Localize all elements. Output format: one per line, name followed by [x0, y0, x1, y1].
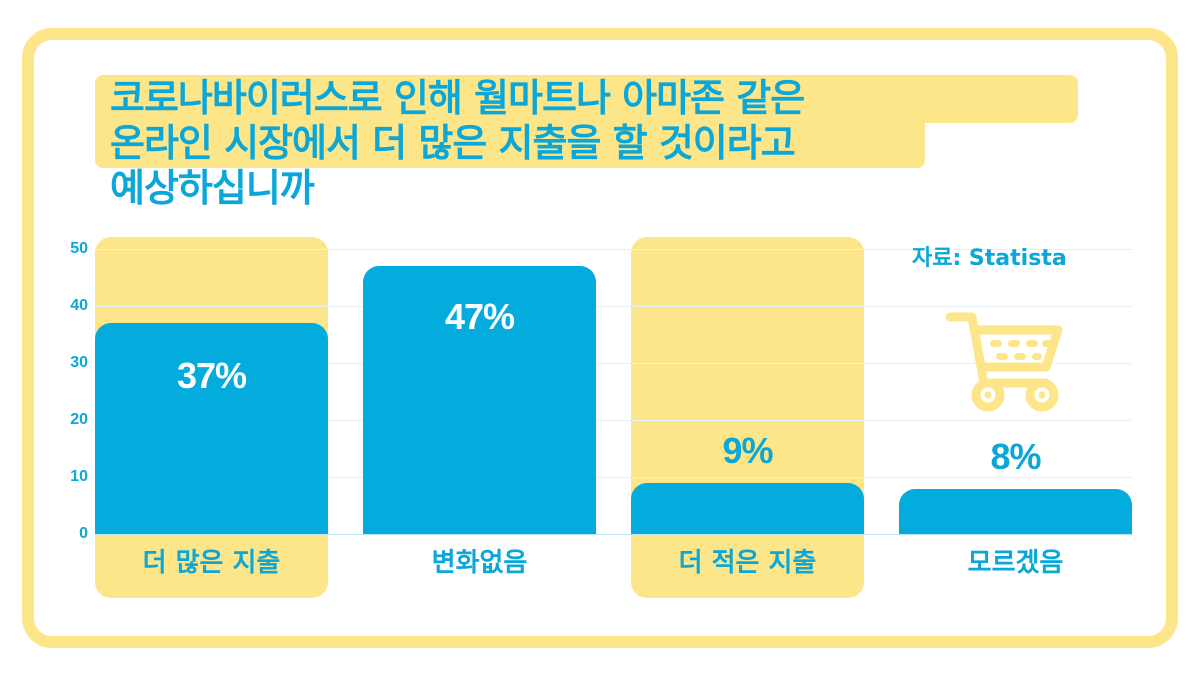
category-label: 모르겠음 [967, 548, 1064, 578]
bar-no-change [363, 266, 596, 534]
y-tick: 40 [70, 297, 88, 314]
gridline-50 [95, 249, 1132, 250]
highlight-panel-3 [631, 237, 864, 598]
gridline-30 [95, 363, 1132, 364]
title-highlight-1 [95, 75, 1078, 123]
gridline-10 [95, 477, 1132, 478]
y-tick: 10 [70, 468, 88, 485]
y-tick: 50 [70, 240, 88, 257]
gridline-20 [95, 420, 1132, 421]
source-label: 자료: Statista [912, 246, 1067, 271]
shopping-cart-icon [945, 312, 1063, 412]
gridline-40 [95, 306, 1132, 307]
category-label: 변화없음 [431, 548, 528, 578]
category-label: 더 적은 지출 [678, 548, 817, 578]
chart-title: 코로나바이러스로 인해 월마트나 아마존 같은 온라인 시장에서 더 많은 지출… [110, 76, 805, 211]
value-label: 8% [990, 436, 1041, 477]
category-label: 더 많은 지출 [142, 548, 281, 578]
title-line-2: 온라인 시장에서 더 많은 지출을 할 것이라고 [110, 121, 796, 165]
x-axis-line [95, 534, 1132, 535]
title-line-3: 예상하십니까 [110, 166, 315, 210]
value-label: 47% [444, 296, 515, 337]
title-line-1: 코로나바이러스로 인해 월마트나 아마존 같은 [110, 76, 805, 120]
bar-less-spending [631, 483, 864, 534]
value-label: 37% [176, 355, 247, 396]
title-highlight-2 [95, 118, 925, 168]
bar-more-spending [95, 323, 328, 534]
y-tick: 20 [70, 411, 88, 428]
y-tick: 0 [79, 525, 88, 542]
bar-dont-know [899, 489, 1132, 534]
value-label: 9% [722, 430, 773, 471]
y-tick: 30 [70, 354, 88, 371]
